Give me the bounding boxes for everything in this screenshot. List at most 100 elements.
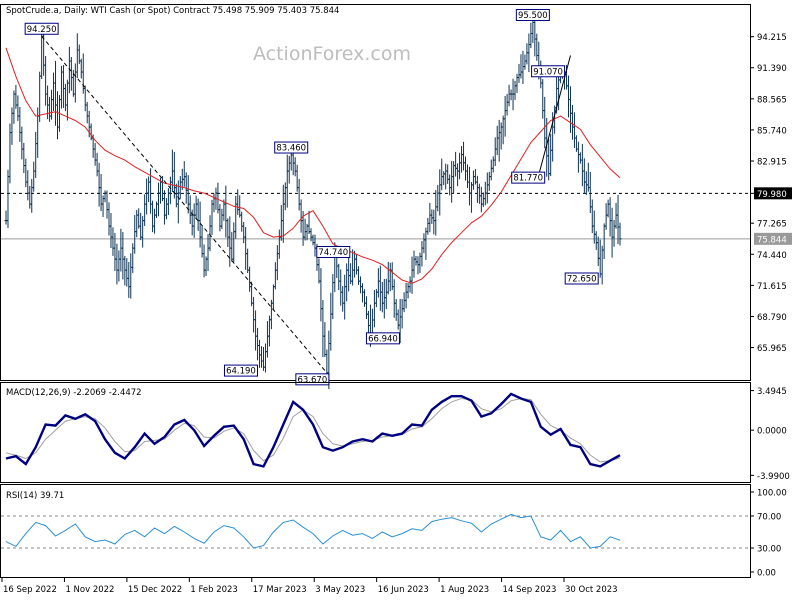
svg-text:14 Sep 2023: 14 Sep 2023 [503,585,557,595]
price-bar [612,219,616,247]
price-bar [428,202,432,233]
price-bar [360,283,365,303]
price-bar [119,228,123,272]
price-bar [73,63,77,103]
price-bar [150,200,155,233]
price-bar [572,112,577,148]
price-bar [517,63,521,83]
price-bar [432,209,436,235]
svg-text:100.00: 100.00 [757,489,787,499]
x-axis: 16 Sep 2022 1 Nov 2022 15 Dec 2022 1 Feb 20… [1,578,618,595]
price-bar [271,284,275,311]
price-bar [457,152,462,180]
price-bar [442,171,446,186]
price-bar [491,156,495,173]
price-bar [412,250,416,278]
rsi-levels [1,515,750,549]
price-bar [238,195,242,218]
svg-text:17 Mar 2023: 17 Mar 2023 [253,585,307,595]
price-bar [590,199,594,234]
price-bar [384,278,388,310]
price-bar [319,268,323,322]
price-bar [216,182,220,214]
price-bar [444,163,448,190]
price-bar [527,33,531,73]
price-tick: 74.440 [750,251,787,261]
svg-text:82.915: 82.915 [757,158,787,168]
price-bar [402,292,406,313]
current-price-tag: 75.844 [754,232,792,245]
price-bar [259,346,264,368]
svg-text:64.190: 64.190 [226,367,256,377]
price-bar [616,194,620,245]
price-bar [279,205,283,241]
price-bar [166,188,171,216]
price-bar [404,282,408,309]
price-bar [505,93,509,116]
price-bar [4,210,8,225]
x-tick: 16 Sep 2022 [1,578,57,595]
price-bar [436,184,440,212]
price-bar [95,152,99,177]
rsi-tick: 100.00 [750,489,787,499]
price-bar [248,266,252,292]
svg-text:1 Nov 2022: 1 Nov 2022 [65,585,114,595]
price-bar [618,222,622,246]
price-bar [463,156,468,181]
price-bar [454,151,458,177]
price-bar [139,212,143,241]
price-bar [162,190,167,225]
price-bar [570,104,575,140]
price-bar [600,245,604,285]
price-bar [610,207,614,258]
x-tick: 30 Oct 2023 [563,578,618,595]
price-bar [26,170,30,201]
price-bar [519,54,523,79]
price-bar [497,119,501,162]
timeframe-label: Daily: [64,6,88,16]
price-bar [109,213,113,248]
macd-signal-line [5,397,621,463]
rsi-tick: 70.00 [750,513,781,523]
price-bar [356,266,361,285]
price-bar [414,255,418,266]
ohlc-label: 75.498 75.909 75.403 75.844 [212,6,339,16]
price-bar [156,182,161,217]
price-bar [99,174,103,212]
price-annotation: 95.500 [515,9,550,22]
price-bar [65,79,69,121]
price-bar [194,195,198,219]
svg-text:79.980: 79.980 [757,190,787,200]
price-annotation: 91.070 [531,65,566,78]
svg-text:63.670: 63.670 [297,375,327,385]
price-bar [485,172,489,204]
price-annotation: 74.740 [316,245,351,258]
svg-text:74.740: 74.740 [318,248,348,258]
price-bar [475,175,479,203]
price-bar [283,182,287,211]
price-bar [509,89,513,101]
price-bar [313,234,317,257]
price-bar [481,192,485,207]
price-bar [461,141,466,171]
price-tick: 88.565 [750,95,787,105]
price-bar [38,71,42,122]
price-bar [513,80,517,100]
price-bars [4,12,622,390]
price-annotation: 81.770 [511,171,546,184]
price-bar [242,221,246,244]
rsi-tick: 30.00 [750,545,781,555]
price-bar [255,327,260,361]
price-bar [406,283,410,299]
header-line: SpotCrude.a, Daily: WTI Cash (or Spot) C… [6,6,339,16]
price-bar [147,176,151,202]
price-bar [479,186,483,213]
price-bar [83,85,87,112]
price-bar [499,122,503,150]
svg-text:30 Oct 2023: 30 Oct 2023 [565,585,618,595]
price-annotations: 94.250 95.500 91.070 83.460 81.770 74.740 72.6… [24,9,599,386]
price-bar [32,161,36,192]
svg-text:0.00: 0.00 [757,569,776,579]
price-bar [596,236,600,267]
